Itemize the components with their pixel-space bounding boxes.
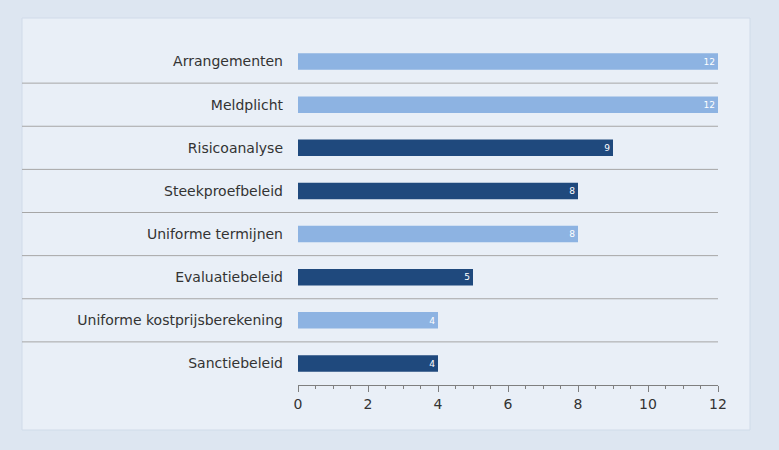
- svg-text:Uniforme termijnen: Uniforme termijnen: [147, 226, 283, 242]
- svg-text:8: 8: [574, 396, 583, 412]
- svg-text:12: 12: [709, 396, 727, 412]
- svg-text:Sanctiebeleid: Sanctiebeleid: [188, 355, 283, 371]
- svg-text:10: 10: [639, 396, 657, 412]
- svg-text:Steekproefbeleid: Steekproefbeleid: [164, 183, 283, 199]
- svg-text:4: 4: [429, 359, 435, 369]
- svg-text:5: 5: [464, 272, 470, 282]
- svg-text:8: 8: [569, 229, 575, 239]
- svg-text:2: 2: [364, 396, 373, 412]
- svg-text:4: 4: [434, 396, 443, 412]
- svg-text:Risicoanalyse: Risicoanalyse: [188, 140, 283, 156]
- svg-text:0: 0: [294, 396, 303, 412]
- svg-text:4: 4: [429, 316, 435, 326]
- svg-text:Arrangementen: Arrangementen: [173, 53, 283, 69]
- svg-text:Meldplicht: Meldplicht: [211, 97, 284, 113]
- svg-text:12: 12: [703, 100, 715, 110]
- svg-text:8: 8: [569, 186, 575, 196]
- svg-text:9: 9: [604, 143, 610, 153]
- svg-text:Evaluatiebeleid: Evaluatiebeleid: [175, 269, 283, 285]
- svg-text:Uniforme kostprijsberekening: Uniforme kostprijsberekening: [77, 312, 283, 328]
- svg-text:12: 12: [703, 57, 715, 67]
- svg-text:6: 6: [504, 396, 513, 412]
